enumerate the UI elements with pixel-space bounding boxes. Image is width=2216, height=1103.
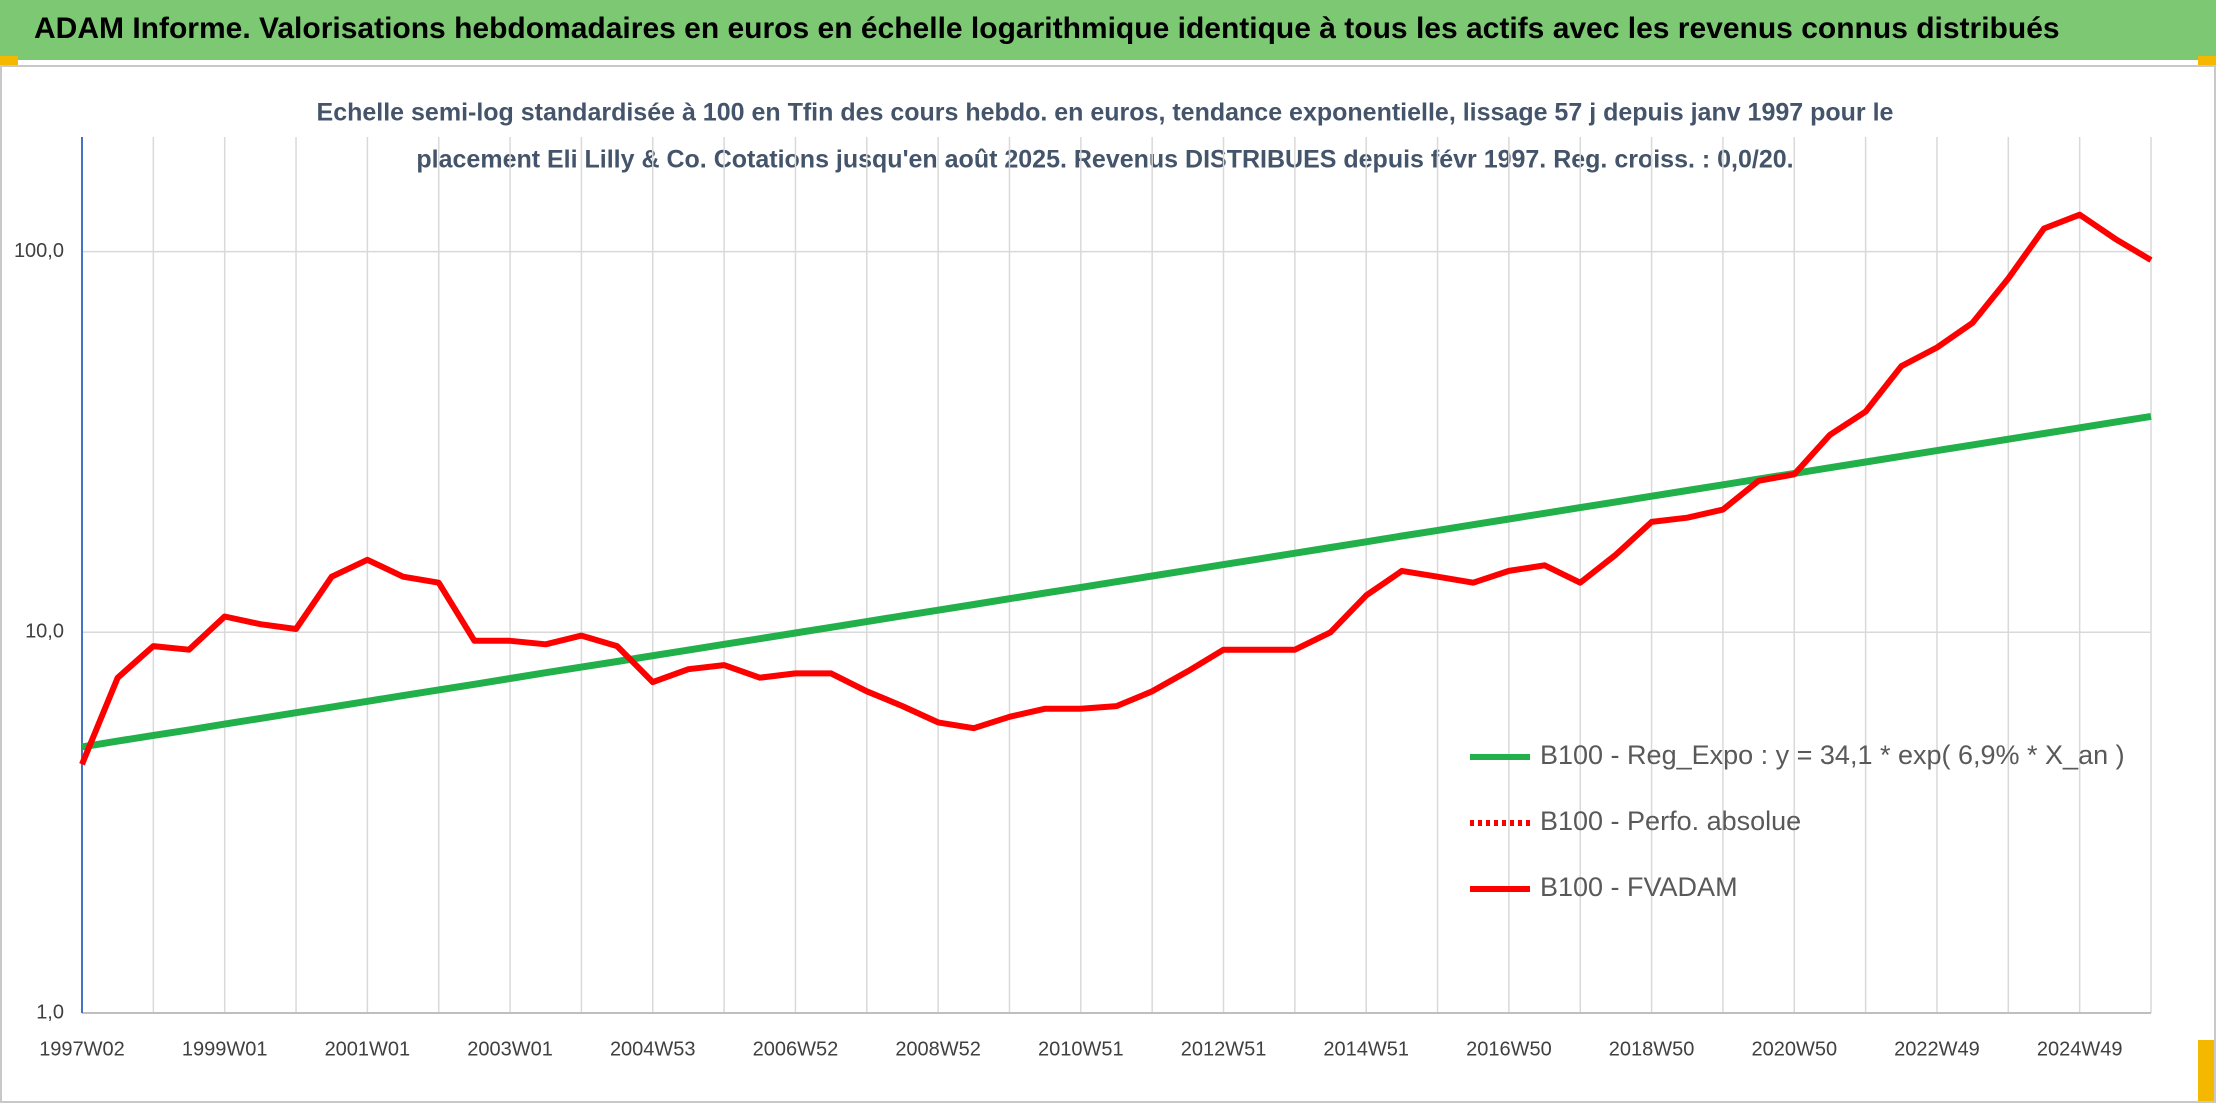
y-tick-label: 1,0 bbox=[36, 1001, 64, 1023]
chart-subtitle: Echelle semi-log standardisée à 100 en T… bbox=[317, 99, 1894, 127]
legend-label: B100 - Perfo. absolue bbox=[1540, 806, 1801, 836]
y-tick-label: 10,0 bbox=[25, 621, 64, 643]
x-tick-label: 2012W51 bbox=[1181, 1038, 1267, 1060]
corner-accent bbox=[0, 56, 18, 66]
x-tick-label: 1997W02 bbox=[39, 1038, 125, 1060]
series-line bbox=[79, 211, 2153, 766]
x-tick-label: 2014W51 bbox=[1323, 1038, 1409, 1060]
title-banner bbox=[0, 0, 2216, 60]
x-tick-label: 2020W50 bbox=[1751, 1038, 1837, 1060]
chart-subtitle: placement Eli Lilly & Co. Cotations jusq… bbox=[416, 146, 1793, 174]
corner-accent bbox=[2198, 1040, 2216, 1103]
x-tick-label: 2008W52 bbox=[895, 1038, 981, 1060]
x-tick-label: 2003W01 bbox=[467, 1038, 553, 1060]
legend-label: B100 - FVADAM bbox=[1540, 872, 1738, 902]
x-tick-label: 2006W52 bbox=[753, 1038, 839, 1060]
x-tick-label: 2022W49 bbox=[1894, 1038, 1980, 1060]
x-tick-label: 1999W01 bbox=[182, 1038, 268, 1060]
x-tick-label: 2024W49 bbox=[2037, 1038, 2123, 1060]
x-tick-label: 2010W51 bbox=[1038, 1038, 1124, 1060]
series-line bbox=[81, 412, 2152, 751]
legend-label: B100 - Reg_Expo : y = 34,1 * exp( 6,9% *… bbox=[1540, 740, 2125, 770]
x-tick-label: 2018W50 bbox=[1609, 1038, 1695, 1060]
y-tick-label: 100,0 bbox=[14, 240, 64, 262]
x-tick-label: 2001W01 bbox=[325, 1038, 411, 1060]
x-tick-label: 2004W53 bbox=[610, 1038, 696, 1060]
chart-title: ADAM Informe. Valorisations hebdomadaire… bbox=[34, 12, 2060, 45]
corner-accent bbox=[2198, 56, 2216, 66]
x-tick-label: 2016W50 bbox=[1466, 1038, 1552, 1060]
frame bbox=[0, 65, 2216, 1103]
